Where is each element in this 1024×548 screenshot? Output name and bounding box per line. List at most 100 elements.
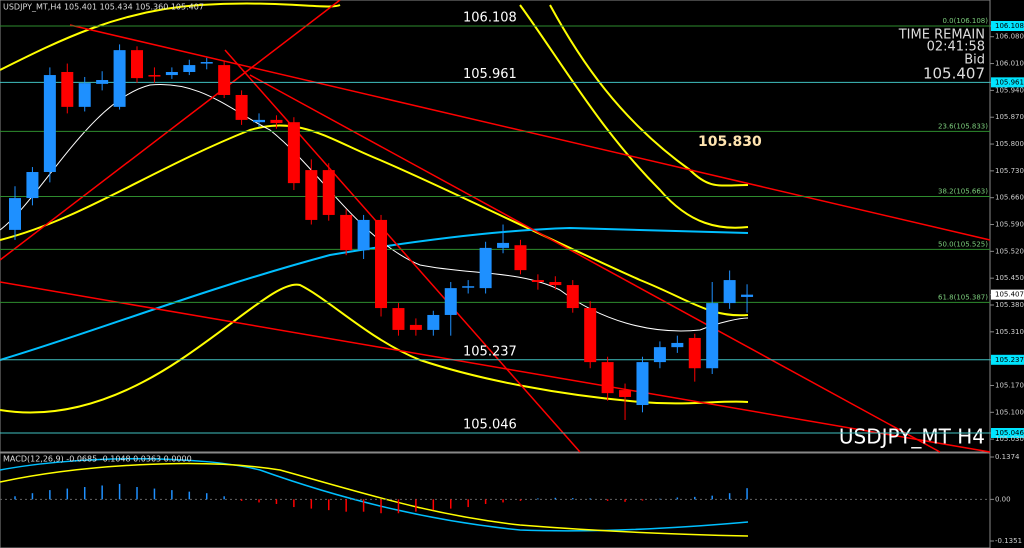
macd-tick-label: 0.1374: [995, 453, 1020, 461]
candle-body: [671, 342, 684, 348]
candle-body: [113, 50, 126, 107]
candle-body: [653, 347, 666, 363]
timer-time: 02:41:58: [927, 40, 985, 55]
bid-label: Bid: [964, 53, 985, 68]
candle-body: [531, 280, 544, 283]
price-tag: [991, 428, 1024, 438]
macd-frame: [0, 452, 991, 548]
level-label: 105.046: [463, 418, 517, 433]
price-label: 105.046: [995, 429, 1024, 437]
price-label: 105.590: [995, 221, 1024, 229]
fib-label: 38.2(105.663): [938, 188, 988, 196]
candle-body: [619, 390, 632, 397]
price-tag: [991, 77, 1024, 88]
symbol-label: USDJPY_MT H4: [839, 425, 985, 449]
macd-tick-label: 0.00: [995, 495, 1011, 503]
price-tag: [991, 289, 1024, 300]
price-label: 106.010: [995, 60, 1024, 68]
trendline: [0, 0, 341, 261]
price-label: 105.940: [995, 86, 1024, 94]
candle-body: [235, 94, 248, 120]
candle-body: [9, 198, 21, 230]
candle-body: [270, 119, 283, 123]
upper-band-2: [519, 4, 749, 229]
candle-body: [131, 50, 144, 79]
candle-body: [375, 219, 388, 309]
timer-title: TIME REMAIN: [898, 28, 985, 43]
chart-header: USDJPY_MT,H4 105.401 105.434 105.360 105…: [3, 3, 204, 12]
macd-signal: [0, 462, 749, 537]
slow-ma: [0, 226, 749, 361]
level-label: 105.237: [463, 344, 517, 359]
price-label: 105.520: [995, 247, 1024, 255]
candle-body: [392, 308, 405, 330]
candle-body: [706, 303, 719, 369]
price-label: 106.108: [995, 22, 1024, 30]
candle-body: [427, 314, 440, 330]
candle-body: [479, 247, 492, 289]
candle-body: [566, 285, 579, 309]
fib-label: 61.8(105.387): [938, 293, 988, 301]
candle-body: [183, 65, 196, 72]
candle-body: [305, 170, 318, 220]
candle-body: [78, 83, 91, 107]
candle-body: [165, 71, 178, 76]
level-label: 106.108: [463, 11, 517, 26]
price-label: 105.660: [995, 194, 1024, 202]
price-tag: [991, 354, 1024, 365]
price-label: 105.237: [995, 356, 1024, 364]
price-label: 105.310: [995, 328, 1024, 336]
candle-body: [96, 80, 109, 84]
price-label: 105.407: [995, 291, 1024, 299]
price-label: 105.961: [995, 78, 1024, 86]
price-label: 105.800: [995, 140, 1024, 148]
candle-body: [218, 65, 231, 95]
trendline: [69, 24, 991, 241]
candle-body: [61, 71, 74, 107]
candle-body: [409, 324, 422, 330]
fib-label: 0.0(106.108): [942, 17, 988, 25]
price-label: 105.170: [995, 381, 1024, 389]
lower-band: [0, 283, 749, 414]
price-label: 105.730: [995, 167, 1024, 175]
main-frame: [0, 0, 991, 453]
trendline: [0, 281, 991, 453]
candle-body: [340, 214, 353, 251]
fib-label: 50.0(105.525): [938, 240, 988, 248]
macd-tick-label: -0.1351: [995, 537, 1022, 545]
bid-price: 105.407: [923, 65, 985, 83]
price-label: 105.030: [995, 435, 1024, 443]
price-callout: 105.830: [698, 134, 762, 150]
macd-main: [0, 458, 749, 532]
level-label: 105.961: [463, 67, 517, 82]
candle-body: [636, 362, 649, 406]
candle-body: [43, 75, 56, 173]
price-label: 105.380: [995, 301, 1024, 309]
candle-body: [200, 62, 213, 64]
candle-body: [549, 282, 562, 286]
candle-body: [741, 294, 754, 297]
macd-header: MACD(12,26,9) -0.0685 -0.1048 0.0363 0.0…: [3, 455, 192, 464]
price-tag: [991, 21, 1024, 31]
candle-body: [444, 288, 457, 315]
candle-body: [723, 280, 736, 304]
middle-band: [0, 124, 749, 317]
upper-band-3: [549, 4, 749, 187]
price-label: 106.080: [995, 33, 1024, 41]
candle-body: [148, 75, 161, 77]
trendline: [224, 49, 581, 453]
candle-body: [462, 286, 475, 288]
candle-body: [601, 362, 614, 394]
candle-body: [322, 170, 335, 215]
price-label: 105.870: [995, 113, 1024, 121]
price-label: 105.450: [995, 274, 1024, 282]
fast-ma: [0, 83, 749, 332]
candle-body: [26, 172, 39, 199]
candle-body: [253, 119, 266, 123]
trendline: [249, 74, 941, 453]
candle-body: [688, 337, 701, 369]
candle-body: [584, 308, 597, 363]
candle-body: [497, 242, 510, 248]
fib-label: 23.6(105.833): [938, 122, 988, 130]
